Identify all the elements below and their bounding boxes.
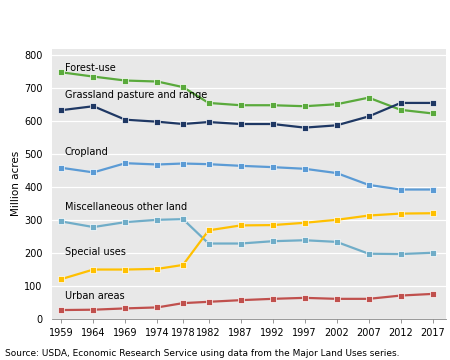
Text: Urban areas: Urban areas [64, 291, 124, 301]
Text: Cropland: Cropland [64, 147, 108, 157]
Text: Source: USDA, Economic Research Service using data from the Major Land Uses seri: Source: USDA, Economic Research Service … [5, 349, 400, 358]
Text: Grassland pasture and range: Grassland pasture and range [64, 90, 207, 100]
Y-axis label: Million acres: Million acres [11, 151, 22, 216]
Text: Miscellaneous other land: Miscellaneous other land [64, 202, 187, 212]
Text: Special uses: Special uses [64, 247, 126, 257]
Text: Forest-use: Forest-use [64, 63, 115, 73]
Text: Major uses of land in the United States, 1959–2017: Major uses of land in the United States,… [5, 16, 388, 29]
